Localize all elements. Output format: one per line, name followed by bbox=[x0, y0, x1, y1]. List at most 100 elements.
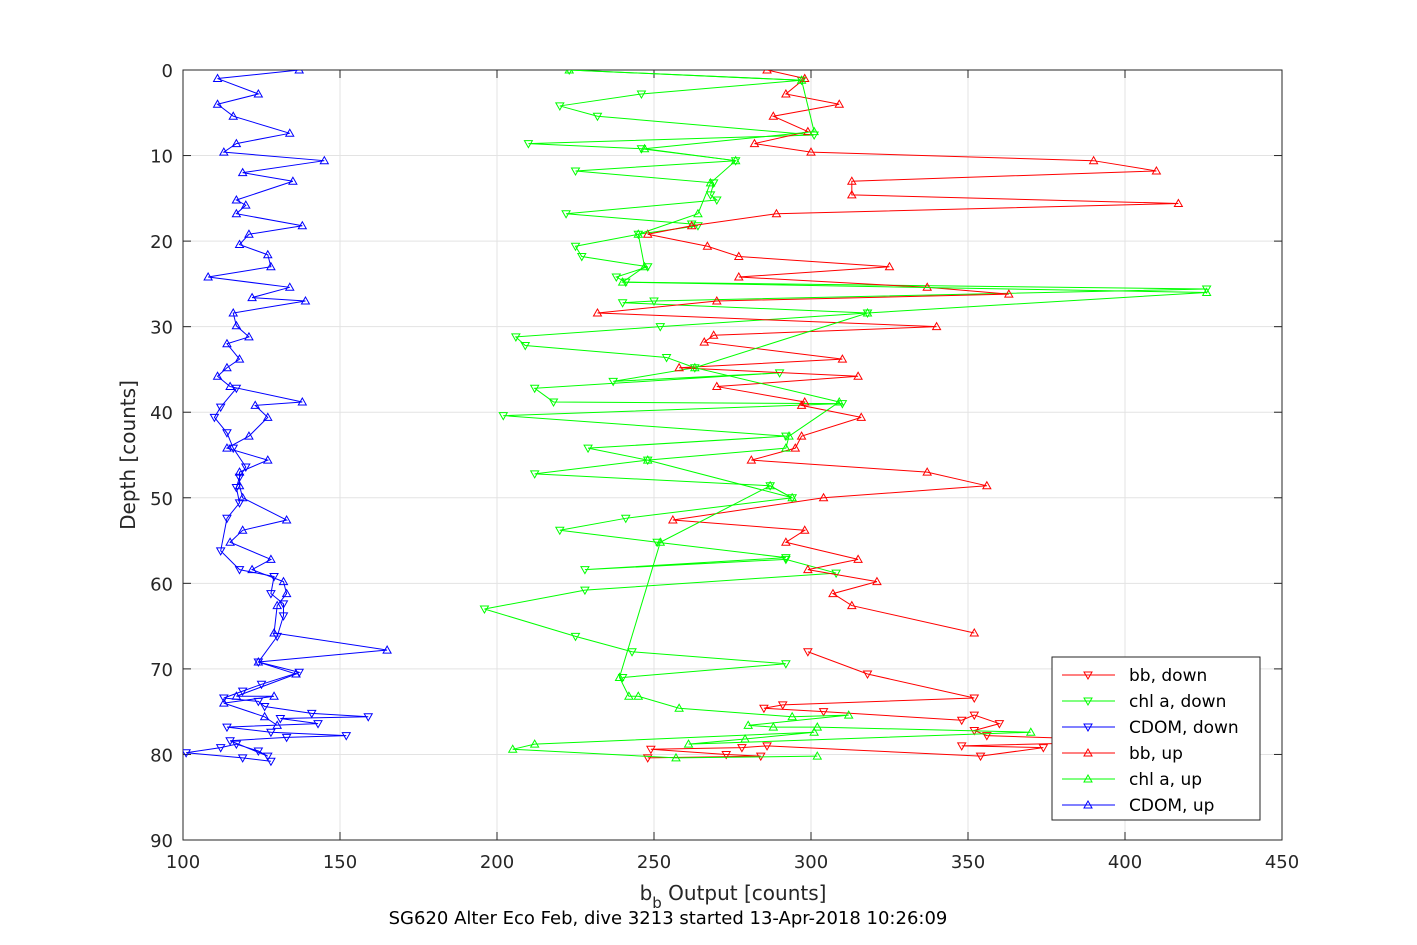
legend-label-cdom-down: CDOM, down bbox=[1129, 718, 1239, 738]
data-point-chl-a-up bbox=[507, 744, 518, 753]
y-tick-label: 40 bbox=[150, 403, 173, 424]
data-point-cdom-up bbox=[203, 272, 213, 281]
y-tick-label: 20 bbox=[150, 232, 173, 253]
data-point-cdom-down bbox=[313, 720, 323, 729]
x-tick-label: 100 bbox=[166, 852, 200, 873]
legend-marker-chl-a-down bbox=[1083, 697, 1093, 707]
data-point-cdom-up bbox=[259, 711, 270, 721]
data-point-cdom-up bbox=[382, 645, 392, 654]
data-point-cdom-up bbox=[284, 128, 295, 137]
series-line-cdom-down bbox=[186, 387, 369, 762]
series-line-bb-down bbox=[647, 651, 1101, 759]
data-point-bb-up bbox=[708, 330, 719, 339]
x-axis-title: bb Output [counts] bbox=[640, 881, 827, 912]
data-point-chl-a-down bbox=[529, 470, 540, 479]
data-point-chl-a-down bbox=[592, 112, 603, 122]
data-point-cdom-down bbox=[215, 744, 226, 753]
data-point-cdom-down bbox=[225, 737, 235, 746]
data-point-bb-down bbox=[1038, 744, 1049, 753]
x-tick-label: 350 bbox=[951, 852, 985, 873]
data-point-chl-a-up bbox=[843, 710, 854, 719]
data-point-cdom-up bbox=[234, 467, 245, 476]
data-point-chl-a-down bbox=[554, 526, 565, 536]
data-point-cdom-up bbox=[222, 338, 232, 348]
data-point-cdom-up bbox=[262, 249, 273, 259]
data-point-chl-a-down bbox=[627, 648, 637, 657]
data-point-chl-a-up bbox=[655, 537, 666, 546]
data-point-chl-a-up bbox=[768, 722, 779, 731]
y-tick-label: 0 bbox=[162, 61, 173, 82]
data-point-cdom-up bbox=[231, 320, 242, 330]
data-point-bb-up bbox=[1003, 289, 1014, 298]
data-point-cdom-down bbox=[253, 747, 264, 757]
data-point-chl-a-down bbox=[831, 569, 841, 579]
data-point-bb-up bbox=[853, 554, 863, 563]
data-point-cdom-up bbox=[266, 261, 276, 271]
legend-box bbox=[1051, 656, 1261, 821]
data-point-cdom-down bbox=[341, 732, 352, 741]
data-point-bb-up bbox=[711, 381, 722, 391]
series-bb-down bbox=[642, 648, 1105, 763]
series-line-chl-a-down bbox=[484, 70, 1207, 678]
data-point-bb-up bbox=[856, 412, 867, 421]
data-point-cdom-down bbox=[275, 715, 286, 724]
data-point-chl-a-up bbox=[639, 261, 650, 271]
data-point-cdom-down bbox=[256, 680, 267, 690]
data-point-chl-a-down bbox=[576, 253, 587, 262]
data-point-cdom-up bbox=[281, 515, 292, 524]
data-point-cdom-up bbox=[234, 239, 245, 249]
y-tick-label: 50 bbox=[150, 489, 173, 510]
data-point-bb-up bbox=[796, 431, 807, 440]
data-point-cdom-up bbox=[272, 600, 283, 610]
data-point-bb-up bbox=[1173, 198, 1184, 207]
data-point-cdom-down bbox=[240, 463, 251, 472]
data-point-bb-up bbox=[790, 443, 801, 452]
data-point-cdom-up bbox=[247, 292, 257, 302]
data-point-chl-a-up bbox=[529, 739, 540, 748]
data-point-cdom-down bbox=[259, 703, 270, 712]
data-point-chl-a-down bbox=[1201, 285, 1212, 295]
data-point-cdom-down bbox=[231, 740, 242, 750]
y-tick-label: 10 bbox=[150, 147, 173, 168]
data-point-bb-down bbox=[969, 711, 980, 721]
data-point-bb-down bbox=[975, 752, 986, 762]
data-point-chl-a-down bbox=[608, 377, 619, 387]
data-point-cdom-up bbox=[244, 229, 254, 238]
x-tick-label: 450 bbox=[1265, 852, 1299, 873]
data-point-bb-down bbox=[981, 732, 992, 741]
data-point-cdom-up bbox=[228, 111, 239, 120]
x-axis-title-rest: Output [counts] bbox=[662, 881, 827, 905]
y-tick-label: 80 bbox=[150, 745, 173, 766]
data-point-cdom-down bbox=[215, 403, 226, 413]
data-point-chl-a-down bbox=[781, 432, 791, 442]
y-tick-label: 70 bbox=[150, 660, 173, 681]
data-point-bb-down bbox=[862, 670, 873, 680]
data-point-cdom-up bbox=[253, 88, 264, 98]
data-point-cdom-up bbox=[269, 691, 279, 700]
data-point-cdom-up bbox=[262, 455, 273, 464]
data-point-bb-down bbox=[818, 708, 829, 717]
data-point-cdom-up bbox=[269, 627, 279, 637]
data-point-chl-a-down bbox=[498, 412, 509, 421]
data-point-bb-up bbox=[931, 321, 942, 331]
x-axis-title-subscript: b bbox=[652, 894, 662, 912]
data-point-bb-down bbox=[645, 745, 656, 755]
y-tick-label: 60 bbox=[150, 574, 173, 595]
data-point-chl-a-down bbox=[520, 341, 531, 351]
data-point-cdom-up bbox=[237, 492, 248, 502]
data-point-bb-down bbox=[802, 648, 813, 657]
data-point-chl-a-up bbox=[765, 480, 776, 490]
data-point-bb-up bbox=[642, 229, 653, 238]
data-point-chl-a-down bbox=[580, 566, 590, 575]
data-point-bb-up bbox=[702, 241, 713, 250]
data-point-chl-a-down bbox=[652, 538, 663, 548]
legend-marker-bb-up bbox=[1083, 747, 1093, 757]
data-point-cdom-up bbox=[300, 295, 311, 305]
legend-marker-cdom-down bbox=[1083, 723, 1093, 733]
data-point-bb-up bbox=[846, 600, 857, 610]
data-point-bb-up bbox=[834, 99, 845, 108]
data-point-bb-up bbox=[802, 126, 813, 136]
data-point-bb-up bbox=[781, 88, 791, 98]
data-point-bb-up bbox=[1088, 155, 1099, 165]
data-point-chl-a-up bbox=[740, 734, 750, 743]
